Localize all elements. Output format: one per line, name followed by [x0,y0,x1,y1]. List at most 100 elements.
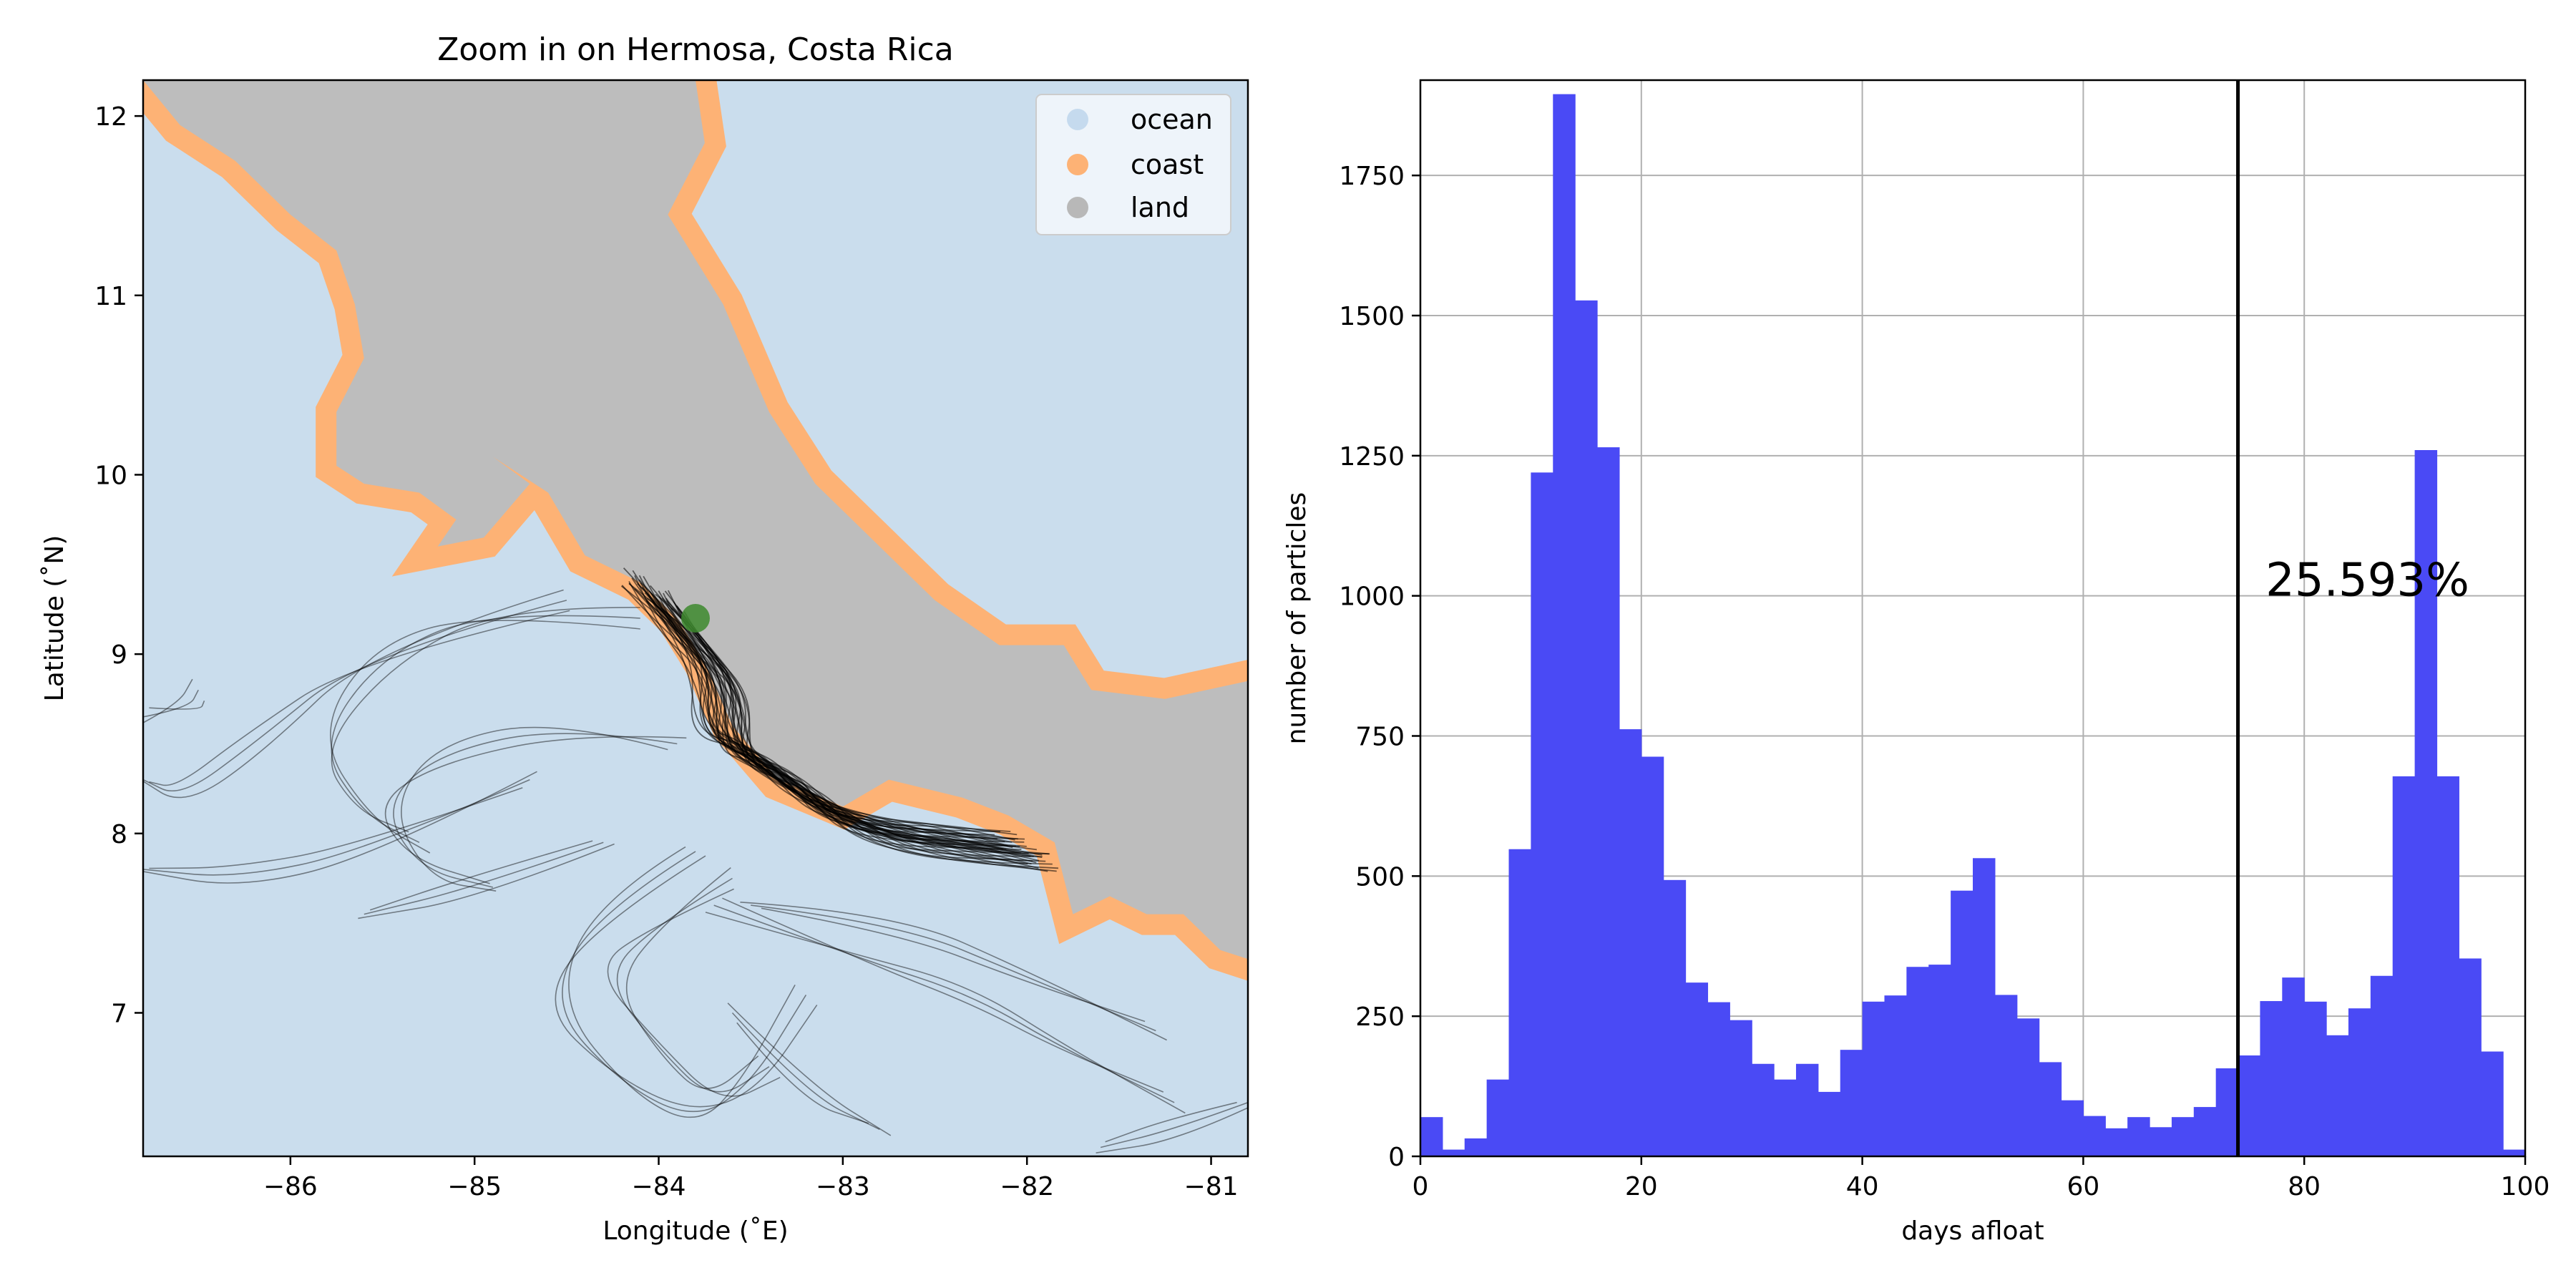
release-site-marker [681,604,710,633]
histogram-y-axis-label: number of particles [1282,492,1312,745]
histogram-y-tick-label: 500 [1355,862,1405,892]
bundle-trajectory [661,597,1057,872]
drift-trajectory [149,701,205,710]
histogram-bars [1420,94,2525,1156]
histogram-bar [1951,890,1974,1156]
drift-trajectory [562,851,807,1113]
drift-trajectory [1100,1102,1248,1148]
histogram-bar [1707,1002,1730,1156]
map-y-tick-label: 10 [94,461,127,490]
map-title: Zoom in on Hermosa, Costa Rica [437,31,954,68]
histogram-bar [1906,967,1929,1156]
legend-marker-land [1067,197,1088,218]
histogram-bar [1619,729,1642,1156]
histogram-bar [2370,975,2394,1156]
histogram-x-tick-label: 20 [1625,1172,1658,1201]
drift-trajectory [143,771,537,884]
legend-label-land: land [1131,192,1189,223]
legend-item-ocean: ocean [1067,104,1213,135]
map-x-tick-label: −81 [1184,1172,1239,1201]
trajectory-bundle [620,567,1059,872]
bundle-trajectory [683,611,1046,862]
legend-item-coast: coast [1067,149,1204,180]
histogram-bar [2171,1117,2195,1156]
drift-trajectory [568,846,796,1118]
histogram-bar [1994,995,2018,1156]
drift-trajectory [740,902,1167,1041]
drift-trajectory [736,1022,869,1124]
histogram-y-tick-label: 0 [1388,1143,1405,1172]
percentage-annotation: 25.593% [2265,555,2469,608]
map-x-tick-label: −83 [816,1172,870,1201]
histogram-bar [1818,1091,1841,1156]
histogram-bar [1597,447,1620,1156]
drift-trajectory [364,841,604,915]
histogram-x-tick-label: 60 [2067,1172,2099,1201]
histogram-y-tick-label: 1000 [1339,582,1405,612]
drift-trajectory [401,726,668,892]
drift-trajectory [761,907,1146,1023]
histogram-bar [2105,1128,2128,1156]
drift-trajectories [143,589,1248,1153]
drift-trajectory [330,620,640,854]
drift-trajectory [331,607,640,833]
histogram-bar [1531,472,1553,1156]
histogram-bar [1486,1079,1510,1156]
drift-trajectory [616,877,770,1093]
drift-trajectory [607,888,781,1097]
histogram-y-tick-label: 250 [1355,1002,1405,1032]
legend-item-land: land [1067,192,1189,223]
map-y-tick-label: 7 [111,999,127,1028]
histogram-bar [1884,995,1907,1156]
drift-trajectory [149,787,523,869]
histogram-bar [2436,776,2459,1156]
drift-trajectory [731,1012,880,1131]
drift-trajectory [358,843,615,919]
drift-trajectory [143,589,564,799]
bundle-trajectory [665,597,1048,872]
histogram-bar [1663,879,1687,1156]
histogram-bar [1752,1063,1775,1156]
histogram-y-tick-label: 1750 [1339,162,1405,191]
histogram-bar [2016,1018,2040,1156]
map-y-tick-label: 9 [111,640,127,670]
bundle-trajectory [673,601,1039,869]
histogram-bar [1795,1063,1819,1156]
histogram-x-tick-label: 40 [1846,1172,1879,1201]
histogram-bar [2238,1055,2261,1156]
map-x-axis: −86 −85 −84 −83 −82 −81 [263,1156,1239,1201]
histogram-y-tick-label: 1250 [1339,442,1405,472]
drift-trajectory [384,736,687,884]
drift-trajectory [705,912,1186,1114]
drift-trajectory [331,615,640,844]
histogram-bar [2039,1062,2062,1156]
map-frame [142,79,1249,1158]
histogram-x-tick-label: 80 [2288,1172,2321,1201]
legend-marker-ocean [1067,109,1088,130]
histogram-bar [1553,94,1576,1156]
histogram-y-tick-label: 1500 [1339,302,1405,331]
histogram-bar [1840,1050,1863,1156]
map-x-tick-label: −86 [263,1172,318,1201]
map-y-tick-label: 8 [111,820,127,849]
histogram-bar [1641,756,1664,1156]
histogram-bar [1575,300,1598,1156]
histogram-bar [2414,450,2438,1156]
histogram-y-tick-label: 750 [1355,723,1405,752]
histogram-bar [2150,1127,2172,1156]
histogram-panel: 25.593% 0 20 40 60 80 100 0 250 500 750 1000 1250 1… [1282,79,2550,1246]
histogram-x-tick-label: 100 [2501,1172,2550,1201]
map-plot-area [143,80,1248,1156]
histogram-bar [2127,1117,2150,1156]
histogram-bar [1774,1079,1797,1156]
map-x-tick-label: −85 [447,1172,502,1201]
histogram-bar [2481,1051,2504,1156]
histogram-bar [1442,1149,1465,1156]
histogram-frame [1419,79,2527,1158]
drift-trajectory [143,600,567,791]
map-x-axis-label: Longitude (˚E) [602,1216,788,1246]
histogram-bar [2061,1100,2084,1156]
drift-trajectory [625,867,759,1089]
map-y-tick-label: 12 [94,102,127,132]
